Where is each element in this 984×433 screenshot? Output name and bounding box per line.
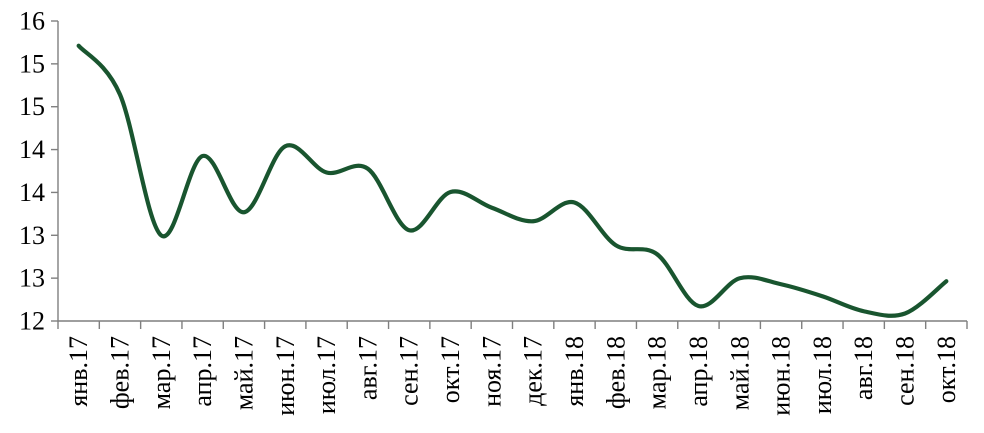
x-tick-label: сен.18 xyxy=(891,336,920,406)
x-tick-label: май.18 xyxy=(725,336,754,410)
y-tick-label: 12 xyxy=(19,307,45,336)
x-tick-label: фев.18 xyxy=(601,336,630,409)
x-tick-label: янв.18 xyxy=(560,336,589,407)
x-tick-label: авг.17 xyxy=(353,336,382,400)
x-tick-label: июн.18 xyxy=(767,336,796,416)
x-tick-label: фев.17 xyxy=(105,336,134,409)
x-tick-label: июл.18 xyxy=(808,336,837,414)
x-tick-label: мар.17 xyxy=(147,336,176,409)
y-tick-label: 15 xyxy=(19,49,45,78)
y-tick-label: 13 xyxy=(19,221,45,250)
y-tick-label: 14 xyxy=(19,135,45,164)
x-tick-label: окт.17 xyxy=(436,336,465,403)
x-tick-label: дек.17 xyxy=(519,336,548,406)
x-tick-label: авг.18 xyxy=(849,336,878,400)
x-tick-label: июл.17 xyxy=(312,336,341,414)
x-tick-label: окт.18 xyxy=(932,336,961,403)
y-tick-label: 14 xyxy=(19,178,45,207)
y-tick-label: 15 xyxy=(19,92,45,121)
x-tick-label: сен.17 xyxy=(395,336,424,406)
y-tick-label: 16 xyxy=(19,7,45,36)
y-tick-label: 13 xyxy=(19,264,45,293)
x-tick-label: июн.17 xyxy=(271,336,300,416)
x-tick-label: апр.18 xyxy=(684,336,713,407)
series-line xyxy=(76,43,949,318)
x-tick-label: янв.17 xyxy=(64,336,93,407)
x-tick-label: мар.18 xyxy=(643,336,672,409)
x-tick-label: ноя.17 xyxy=(477,336,506,407)
x-tick-label: апр.17 xyxy=(188,336,217,407)
x-tick-label: май.17 xyxy=(229,336,258,410)
